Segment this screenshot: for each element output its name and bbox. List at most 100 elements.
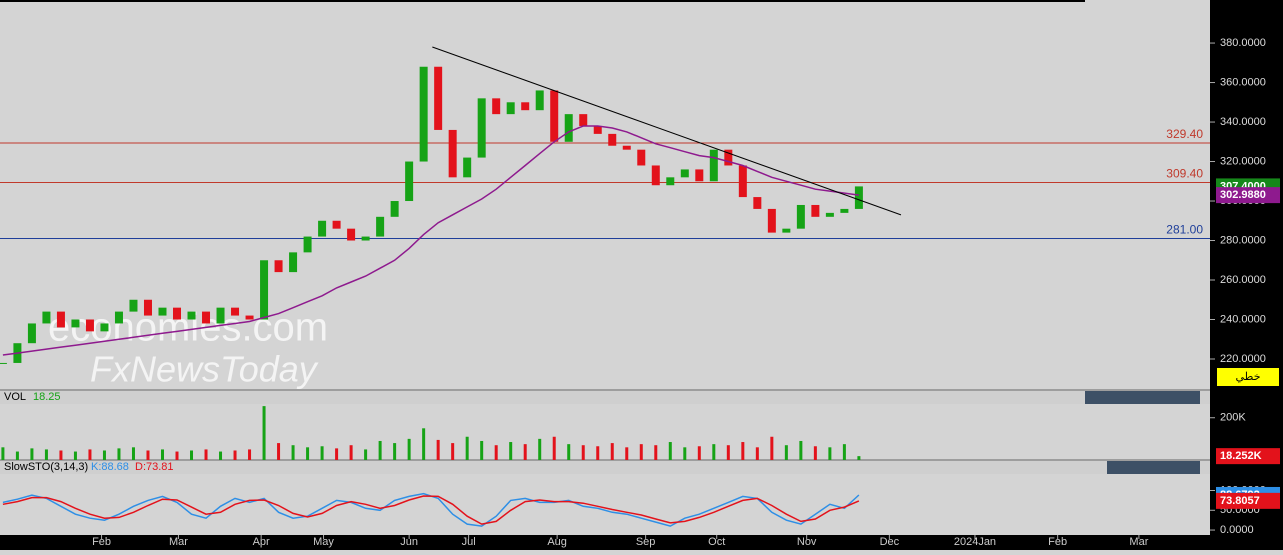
volume-bar (712, 444, 716, 460)
volume-bar (451, 443, 455, 460)
candle-body (811, 204, 820, 217)
volume-bar (102, 450, 106, 460)
volume-bar (1, 447, 5, 460)
candle-body (260, 260, 269, 320)
y-tick-label: 0.0000 (1220, 524, 1254, 536)
volume-bar (610, 443, 614, 460)
panel-toolbar[interactable] (1107, 461, 1200, 474)
candle-body (637, 149, 646, 166)
y-tick-label: 260.0000 (1220, 274, 1266, 286)
candle-body (492, 98, 501, 115)
candle-body (71, 319, 80, 328)
x-tick-label: Aug (547, 536, 567, 548)
volume-tag: 18.252K (1220, 450, 1262, 462)
volume-bar (219, 451, 223, 460)
volume-bar (668, 442, 672, 460)
level-label: 281.00 (1166, 223, 1203, 237)
candle-body (56, 311, 65, 328)
volume-bar (364, 449, 368, 460)
candle-body (695, 169, 704, 182)
candle-body (332, 220, 341, 229)
volume-bar (15, 451, 19, 460)
volume-bar (799, 440, 803, 460)
volume-bar (407, 438, 411, 460)
volume-bar (581, 445, 585, 460)
candle-body (245, 315, 254, 320)
stoch-k-label: K:88.68 (91, 461, 129, 473)
ma-tag-box (1216, 187, 1280, 204)
candle-body (477, 98, 486, 158)
volume-bar (44, 449, 48, 460)
stoch-title: SlowSTO(3,14,3) (4, 461, 88, 473)
candle-body (651, 165, 660, 186)
volume-header (0, 391, 1210, 404)
candle-body (463, 157, 472, 178)
ma-tag: 302.9880 (1220, 189, 1266, 201)
volume-bar (741, 442, 745, 460)
candle-body (680, 169, 689, 178)
candle-body (143, 299, 152, 316)
volume-bar (813, 446, 817, 460)
stoch-d-tag: 73.8057 (1220, 495, 1260, 507)
level-label: 309.40 (1166, 167, 1203, 181)
x-tick-label: Dec (880, 536, 900, 548)
volume-bar (567, 444, 571, 460)
candle-body (782, 228, 791, 233)
moving-average (2, 125, 860, 356)
stoch-header (0, 461, 1210, 474)
candle-body (202, 311, 211, 324)
candle-body (114, 311, 123, 324)
x-tick-label: Jul (462, 536, 476, 548)
candle-body (376, 216, 385, 237)
x-tick-label: Jun (400, 536, 418, 548)
candle-body (173, 307, 182, 320)
volume-bar (436, 439, 440, 460)
candle-body (448, 129, 457, 178)
volume-bar (523, 444, 527, 460)
volume-bar (277, 443, 281, 460)
volume-tag-box (1216, 448, 1280, 465)
candle-body (231, 307, 240, 316)
volume-bar (726, 445, 730, 460)
candle-body (0, 362, 7, 364)
candle-body (303, 236, 312, 253)
candle-body (42, 311, 51, 324)
candle-body (550, 90, 559, 142)
panel-toolbar[interactable] (1085, 391, 1200, 404)
volume-bar (639, 444, 643, 460)
volume-bar (770, 436, 774, 460)
volume-bar (233, 450, 237, 460)
volume-bar (654, 445, 658, 460)
level-label: 329.40 (1166, 127, 1203, 141)
volume-bar (857, 456, 861, 460)
candle-body (347, 228, 356, 241)
volume-bar (146, 450, 150, 460)
stoch-d-tag-box (1216, 492, 1280, 509)
volume-bar (784, 445, 788, 460)
volume-bar (697, 446, 701, 460)
candle-body (274, 260, 283, 273)
y-tick-label: 360.0000 (1220, 76, 1266, 88)
time-axis-panel (0, 535, 1283, 550)
y-tick-label: 380.0000 (1220, 37, 1266, 49)
volume-bar (88, 449, 92, 460)
candle-body (318, 220, 327, 237)
volume-bar (828, 447, 832, 460)
style-button[interactable] (1217, 368, 1279, 386)
volume-bar (378, 440, 382, 460)
x-tick-label: 2024Jan (954, 536, 996, 548)
candle-body (767, 208, 776, 233)
candle-body (216, 307, 225, 324)
x-tick-label: Sep (636, 536, 656, 548)
volume-bar (262, 406, 266, 460)
y-tick-label: 280.0000 (1220, 234, 1266, 246)
style-label[interactable]: خطي (1236, 371, 1261, 383)
candle-body (796, 204, 805, 229)
candle-body (158, 307, 167, 316)
candle-body (579, 114, 588, 126)
candle-body (825, 212, 834, 217)
volume-bar (160, 449, 164, 460)
volume-bar (248, 449, 252, 460)
volume-bar (190, 450, 194, 460)
